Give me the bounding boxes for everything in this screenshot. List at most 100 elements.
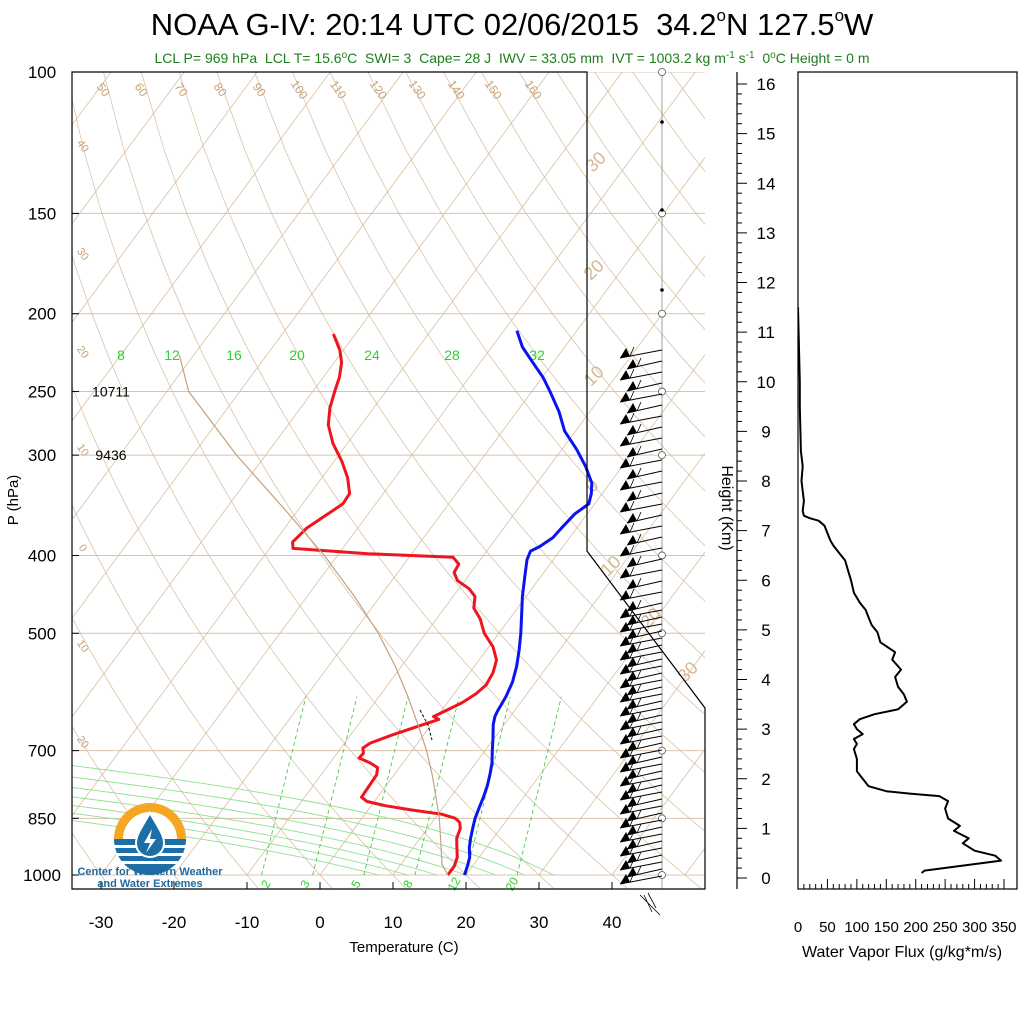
flux-series (798, 307, 1003, 874)
y-tick-label: 150 (28, 204, 56, 223)
height-label: 9436 (95, 447, 126, 463)
wind-barb-flag (620, 692, 630, 702)
mixing-ratio-label-top: 16 (226, 347, 242, 363)
wind-barb-flag (620, 502, 630, 512)
title-lon-hemi: W (844, 7, 874, 42)
mixing-ratio-line (363, 696, 409, 876)
wind-barb-tick (636, 599, 642, 610)
dry-adiabat (254, 72, 705, 716)
isotherm-label-left: 10 (74, 442, 91, 459)
isotherm-label-left: 10 (74, 638, 91, 655)
wind-barb-flag (627, 741, 637, 751)
wind-barb-flag (620, 524, 630, 534)
wind-barb-staff (619, 875, 663, 885)
wind-barb-tick (636, 401, 642, 412)
mixing-ratio-label-top: 24 (364, 347, 380, 363)
wind-barb-flag (627, 491, 637, 501)
title-lon: 127.5 (757, 7, 835, 42)
stat-lcl-t-degree: o (341, 50, 348, 61)
dry-adiabat (708, 72, 1024, 892)
mixing-ratio-label-top: 12 (164, 347, 180, 363)
wind-barb-flag (627, 713, 637, 723)
wind-barb-tick (629, 830, 635, 841)
series-water-vapor-flux (798, 307, 1003, 874)
wind-barb-tick (636, 511, 642, 522)
wind-barb-staff (619, 547, 663, 557)
wind-barb-tick (629, 368, 635, 379)
isotherm-label-left: 40 (74, 138, 91, 155)
wind-barb-tick (629, 478, 635, 489)
flux-tick-label: 150 (874, 919, 899, 936)
stat-zero-height: 0oC Height = 0 m (762, 50, 869, 66)
dry-adiabat (72, 725, 186, 889)
wind-barb-flag (620, 436, 630, 446)
stat-lcl-t-value: LCL T= 15.6 (264, 50, 342, 66)
wind-barb-tick (636, 795, 642, 806)
dry-adiabat (72, 384, 408, 889)
wind-barb-tick (629, 620, 635, 631)
series-temperature (463, 330, 594, 876)
stat-ivt-value: IVT = 1003.2 kg m (611, 50, 726, 66)
wind-barb-tick (636, 357, 642, 368)
cw3e-logo-text: Center for Western Weather and Water Ext… (70, 866, 230, 890)
wind-barb-flag (620, 776, 630, 786)
dry-adiabat (103, 72, 629, 889)
height-tick-label: 16 (757, 75, 776, 94)
wind-barb-tick (629, 634, 635, 645)
dry-adiabat (405, 72, 705, 492)
wind-barb-flag (627, 657, 637, 667)
x-tick-label: -20 (162, 913, 187, 932)
wind-barb-staff (619, 371, 663, 381)
series-dewpoint (291, 333, 498, 876)
dry-adiabat (594, 72, 705, 225)
wind-barb-flag (620, 678, 630, 688)
dry-adiabat (292, 72, 705, 659)
wind-barb-tick (636, 577, 642, 588)
x-tick-label: 20 (457, 913, 476, 932)
skewt-frame (71, 71, 706, 890)
calm-wind-marker (658, 871, 666, 879)
stat-cape: Cape= 28 J (419, 50, 492, 66)
wind-dot (660, 288, 664, 292)
y-axis-label: P (hPa) (5, 475, 22, 526)
isotherm-line (72, 72, 404, 521)
isotherm-label-right: 20 (580, 256, 608, 284)
isotherm-line (173, 156, 705, 876)
wind-barb-tick (629, 816, 635, 827)
flux-tick-label: 200 (903, 919, 928, 936)
wind-barb-tick (636, 837, 642, 848)
cw3e-logo (114, 803, 186, 875)
moist-adiabat (72, 776, 525, 876)
wind-barb-flag (627, 825, 637, 835)
wind-barb-column (619, 68, 666, 916)
adiabat-label-top: 80 (211, 80, 230, 99)
title-lat-degree: o (716, 6, 726, 25)
wind-barb-flag (627, 469, 637, 479)
isotherm-line (465, 551, 705, 876)
wind-barb-flag (620, 734, 630, 744)
height-tick-label: 5 (761, 621, 770, 640)
height-tick-label: 14 (757, 174, 776, 193)
wind-barb-tick (636, 711, 642, 722)
wind-barb-tick (636, 865, 642, 876)
height-tick-label: 8 (761, 472, 770, 491)
dry-adiabat (178, 72, 705, 833)
isotherm-label-left: 0 (76, 542, 89, 554)
adiabat-label-top: 90 (250, 80, 269, 99)
height-tick-label: 15 (757, 125, 776, 144)
flux-tick-label: 350 (991, 919, 1016, 936)
calm-wind-marker (658, 451, 666, 460)
flux-tick-label: 50 (819, 919, 836, 936)
height-label: 10711 (92, 384, 130, 400)
y-tick-label: 100 (28, 63, 56, 82)
skewt-border (71, 71, 706, 890)
wind-barb-tick (636, 379, 642, 390)
wind-barb-tick (636, 697, 642, 708)
x-tick-label: -10 (235, 913, 260, 932)
wind-barb-staff (619, 481, 663, 491)
height-tick-label: 10 (757, 373, 776, 392)
wind-barb-tick (629, 676, 635, 687)
adiabat-label-top: 110 (327, 78, 350, 102)
stat-ivt-exp2: -1 (745, 50, 755, 61)
